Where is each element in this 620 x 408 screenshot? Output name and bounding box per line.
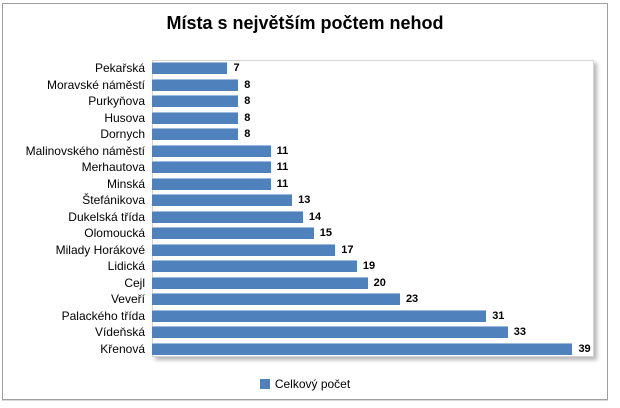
- chart-row: Milady Horákové 17: [7, 242, 594, 259]
- bar-track: 31: [152, 308, 594, 325]
- category-label: Lidická: [107, 259, 145, 274]
- bar-track: 8: [152, 93, 594, 110]
- bar-track: 13: [152, 192, 594, 209]
- bar: [152, 62, 228, 75]
- legend-swatch-icon: [259, 379, 270, 389]
- category-label: Malinovského náměstí: [25, 143, 145, 158]
- chart-row: Štefánikova 13: [7, 192, 594, 209]
- bar-track: 11: [152, 159, 594, 176]
- category-label: Štefánikova: [82, 193, 145, 208]
- bar: [152, 78, 239, 91]
- bar: [152, 111, 239, 124]
- category-label: Dukelská třída: [68, 209, 145, 224]
- chart-row: Husova 8: [7, 110, 594, 127]
- category-label: Purkyňova: [88, 94, 145, 109]
- bar-value-label: 8: [244, 128, 251, 141]
- plot-area: [152, 60, 594, 357]
- category-label: Palackého třída: [61, 308, 145, 323]
- chart-row: Veveří 23: [7, 291, 594, 308]
- category-label: Milady Horákové: [55, 242, 145, 257]
- bar-value-label: 19: [362, 260, 376, 273]
- chart-row: Dukelská třída 14: [7, 209, 594, 226]
- bar-value-label: 13: [298, 194, 311, 207]
- chart-row: Purkyňova 8: [7, 93, 594, 110]
- chart-row: Křenová 39: [7, 341, 594, 358]
- bar: [152, 309, 487, 322]
- chart-row: Lidická 19: [7, 258, 594, 275]
- chart-row: Moravské náměstí 8: [7, 77, 594, 94]
- bar-track: 8: [152, 126, 594, 143]
- chart-title: Místa s největším počtem nehod: [166, 13, 444, 33]
- bar-track: 8: [152, 110, 594, 127]
- bar-track: 14: [152, 209, 594, 226]
- chart-row: Merhautova 11: [7, 159, 594, 176]
- category-label: Minská: [106, 176, 145, 191]
- category-label: Olomoucká: [84, 226, 145, 241]
- bar-value-label: 31: [492, 309, 505, 322]
- bar: [152, 276, 368, 289]
- bar-track: 17: [152, 242, 594, 259]
- bar-track: 19: [152, 258, 594, 275]
- bar-track: 33: [152, 324, 594, 341]
- legend-label: Celkový počet: [274, 377, 351, 391]
- bar: [152, 177, 271, 190]
- chart-row: Palackého třída 31: [7, 308, 594, 325]
- bar-value-label: 8: [244, 111, 251, 124]
- bar-value-label: 33: [513, 326, 526, 339]
- chart-row: Cejl 20: [7, 275, 594, 292]
- bar-value-label: 11: [276, 144, 289, 157]
- category-label: Veveří: [110, 292, 145, 307]
- bar: [152, 194, 293, 207]
- bar-value-label: 23: [405, 293, 419, 306]
- category-label: Moravské náměstí: [46, 77, 145, 92]
- chart-row: Minská 11: [7, 176, 594, 193]
- bar-track: 8: [152, 77, 594, 94]
- bar: [152, 342, 573, 355]
- bar-rows: Pekařská 7 Moravské náměstí 8 Purkyňova 8 Huso…: [7, 60, 594, 357]
- bar-track: 11: [152, 176, 594, 193]
- bar-track: 15: [152, 225, 594, 242]
- bar-value-label: 11: [276, 177, 289, 190]
- bar-track: 7: [152, 60, 594, 77]
- bar-track: 11: [152, 143, 594, 160]
- category-label: Dornych: [100, 127, 145, 142]
- bar-value-label: 11: [276, 161, 289, 174]
- category-label: Husova: [104, 110, 145, 125]
- bar-value-label: 8: [244, 78, 251, 91]
- bar: [152, 144, 271, 157]
- chart-row: Vídeňská 33: [7, 324, 594, 341]
- bar: [152, 161, 271, 174]
- category-label: Cejl: [124, 275, 145, 290]
- bar-value-label: 7: [233, 62, 240, 75]
- bar: [152, 243, 336, 256]
- bar: [152, 210, 303, 223]
- bar-value-label: 8: [244, 95, 251, 108]
- bar-value-label: 39: [578, 342, 591, 355]
- bar: [152, 293, 400, 306]
- bar-track: 23: [152, 291, 594, 308]
- chart-row: Dornych 8: [7, 126, 594, 143]
- bar: [152, 260, 357, 273]
- bar-value-label: 15: [319, 227, 332, 240]
- category-label: Pekařská: [94, 61, 145, 76]
- legend: Celkový počet: [3, 377, 607, 391]
- category-label: Křenová: [100, 341, 145, 356]
- bar: [152, 326, 508, 339]
- bar-value-label: 20: [373, 276, 386, 289]
- chart-row: Pekařská 7: [7, 60, 594, 77]
- chart-row: Olomoucká 15: [7, 225, 594, 242]
- bar-value-label: 14: [308, 210, 322, 223]
- chart-row: Malinovského náměstí 11: [7, 143, 594, 160]
- bar: [152, 227, 314, 240]
- category-label: Vídeňská: [94, 325, 145, 340]
- bar: [152, 95, 239, 108]
- category-label: Merhautova: [81, 160, 145, 175]
- bar-value-label: 17: [341, 243, 354, 256]
- bar-track: 20: [152, 275, 594, 292]
- bar: [152, 128, 239, 141]
- chart-frame: Místa s největším počtem nehod Pekařská 7…: [2, 3, 608, 400]
- bar-track: 39: [152, 341, 594, 358]
